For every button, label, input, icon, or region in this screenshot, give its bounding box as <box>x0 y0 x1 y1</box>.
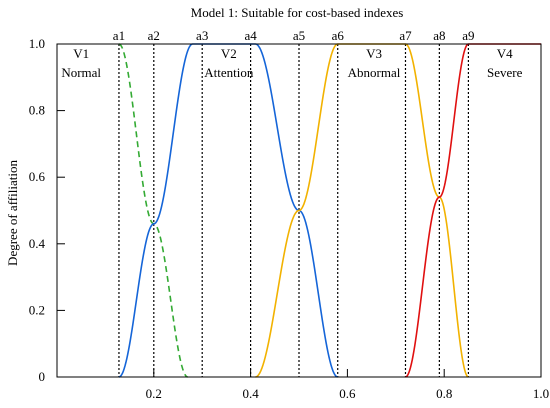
x-tick-label: 0.6 <box>339 386 356 401</box>
x-tick-label: 0.4 <box>242 386 259 401</box>
region-name-v3: V3 <box>366 46 382 61</box>
y-tick-label: 0.8 <box>29 103 45 118</box>
threshold-label-a4: a4 <box>244 28 257 43</box>
region-name-v2: V2 <box>221 46 237 61</box>
region-name-v4: V4 <box>497 46 513 61</box>
y-axis-label: Degree of affiliation <box>5 160 20 266</box>
threshold-label-a2: a2 <box>148 28 160 43</box>
membership-curve-3 <box>255 43 469 378</box>
membership-curve-2 <box>118 43 338 378</box>
chart-labels: a1 a2 a3 a4 a5 a6 a7 a8 a9 V1 Normal V2 Attention V3 A… <box>61 28 522 80</box>
y-tick-label: 1.0 <box>29 36 45 51</box>
threshold-label-a6: a6 <box>332 28 345 43</box>
series-curves <box>118 43 541 378</box>
threshold-label-a9: a9 <box>462 28 474 43</box>
threshold-label-a5: a5 <box>293 28 305 43</box>
region-desc-v4: Severe <box>487 65 523 80</box>
plot-frame <box>56 43 542 378</box>
y-tick-label: 0.4 <box>29 236 46 251</box>
region-desc-v1: Normal <box>61 65 101 80</box>
threshold-lines <box>118 44 469 377</box>
membership-curve-4 <box>405 43 541 378</box>
chart-title: Model 1: Suitable for cost-based indexes <box>191 5 404 20</box>
x-tick-label: 0.2 <box>146 386 162 401</box>
threshold-label-a3: a3 <box>196 28 208 43</box>
y-tick-label: 0.2 <box>29 302 45 317</box>
threshold-label-a7: a7 <box>399 28 412 43</box>
region-desc-v2: Attention <box>204 65 254 80</box>
axis-ticks: 0.2 0.4 0.6 0.8 1.0 0 0.2 0.4 0.6 0.8 1.0 <box>29 36 549 401</box>
region-desc-v3: Abnormal <box>348 65 401 80</box>
region-name-v1: V1 <box>73 46 89 61</box>
x-tick-label: 0.8 <box>436 386 452 401</box>
threshold-label-a8: a8 <box>433 28 445 43</box>
x-tick-label: 1.0 <box>533 386 549 401</box>
y-tick-label: 0.6 <box>29 169 46 184</box>
y-tick-label: 0 <box>39 369 46 384</box>
threshold-label-a1: a1 <box>113 28 125 43</box>
